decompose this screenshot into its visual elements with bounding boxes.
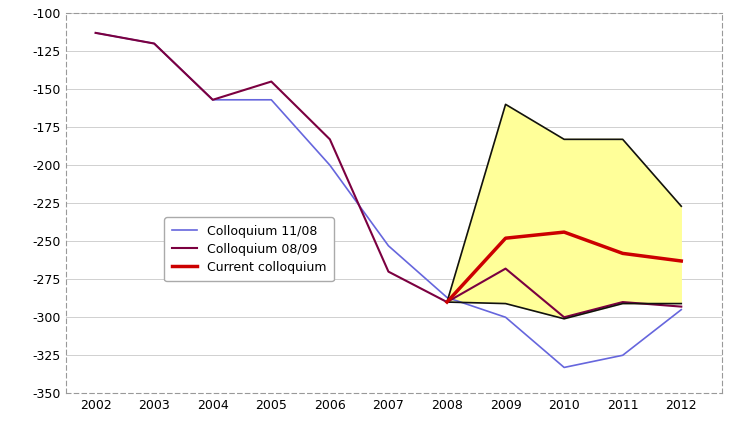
Line: Colloquium 11/08: Colloquium 11/08 [96,33,681,368]
Polygon shape [447,104,681,319]
Colloquium 08/09 [677,304,685,309]
Colloquium 11/08 [677,307,685,312]
Current colloquium [677,258,685,264]
Colloquium 08/09 [326,137,335,142]
Current colloquium [501,236,510,241]
Colloquium 08/09 [618,299,627,305]
Colloquium 11/08 [150,41,158,46]
Colloquium 11/08 [326,163,335,168]
Colloquium 11/08 [209,97,217,102]
Colloquium 08/09 [267,79,276,84]
Colloquium 11/08 [91,30,100,35]
Line: Colloquium 08/09: Colloquium 08/09 [96,33,681,317]
Colloquium 08/09 [501,266,510,271]
Legend: Colloquium 11/08, Colloquium 08/09, Current colloquium: Colloquium 11/08, Colloquium 08/09, Curr… [164,217,334,281]
Colloquium 11/08 [618,353,627,358]
Colloquium 11/08 [501,315,510,320]
Current colloquium [443,299,452,305]
Colloquium 11/08 [443,295,452,300]
Current colloquium [618,251,627,256]
Colloquium 08/09 [559,315,568,320]
Current colloquium [559,229,568,235]
Colloquium 08/09 [384,269,393,274]
Colloquium 08/09 [209,97,217,102]
Colloquium 11/08 [559,365,568,370]
Colloquium 08/09 [91,30,100,35]
Line: Current colloquium: Current colloquium [447,232,681,302]
Colloquium 08/09 [443,299,452,305]
Colloquium 11/08 [267,97,276,102]
Colloquium 11/08 [384,243,393,248]
Colloquium 08/09 [150,41,158,46]
